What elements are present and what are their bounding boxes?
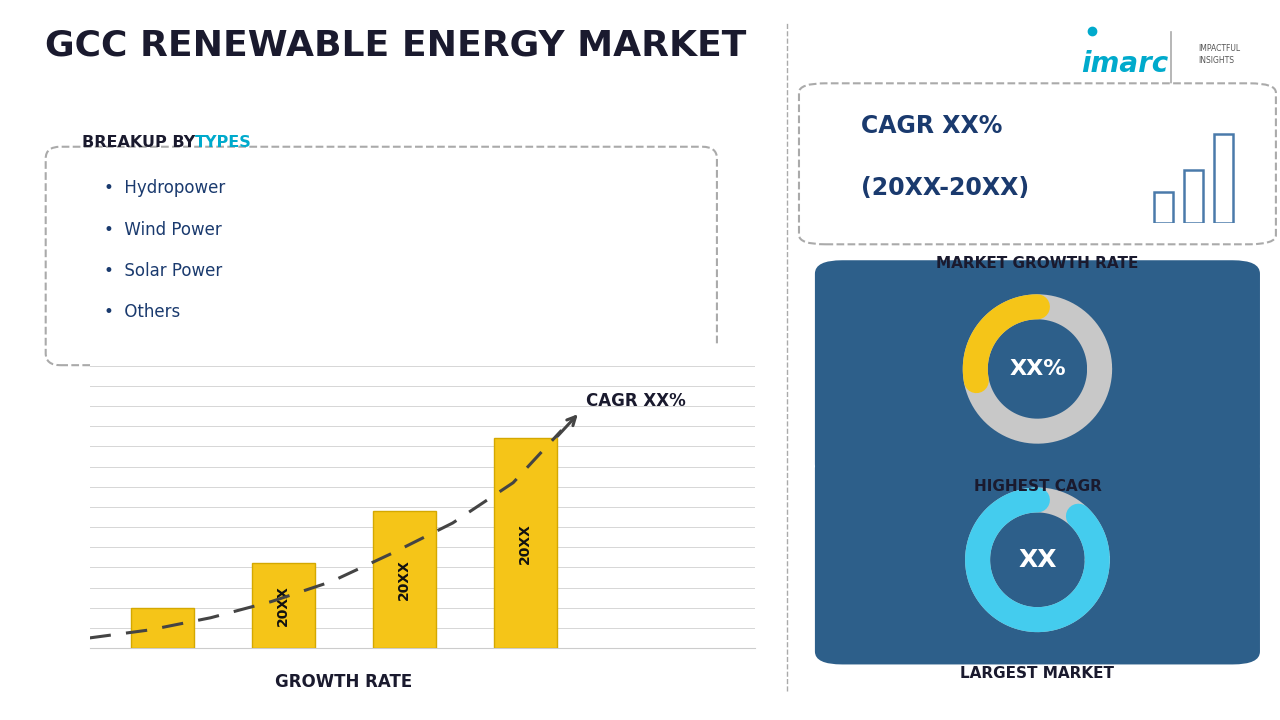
FancyBboxPatch shape (46, 147, 717, 365)
FancyBboxPatch shape (815, 455, 1260, 665)
Text: GCC RENEWABLE ENERGY MARKET: GCC RENEWABLE ENERGY MARKET (45, 29, 746, 63)
Bar (131, 608, 193, 648)
Bar (494, 438, 557, 648)
Bar (1153, 192, 1174, 223)
FancyBboxPatch shape (799, 84, 1276, 244)
Bar (1213, 134, 1234, 223)
Bar (1184, 170, 1203, 223)
Text: •  Wind Power: • Wind Power (104, 220, 221, 238)
Text: GROWTH RATE: GROWTH RATE (275, 673, 412, 691)
Text: (20XX-20XX): (20XX-20XX) (860, 176, 1029, 200)
Text: imarc: imarc (1082, 50, 1169, 78)
Text: MARKET GROWTH RATE: MARKET GROWTH RATE (936, 256, 1138, 271)
Text: CAGR XX%: CAGR XX% (860, 114, 1002, 138)
Text: •  Others: • Others (104, 303, 180, 321)
Text: BREAKUP BY: BREAKUP BY (82, 135, 201, 150)
Text: TYPES: TYPES (196, 135, 252, 150)
Bar (372, 511, 435, 648)
Text: IMPACTFUL
INSIGHTS: IMPACTFUL INSIGHTS (1198, 44, 1240, 65)
Text: XX: XX (1018, 548, 1057, 572)
Text: CAGR XX%: CAGR XX% (586, 392, 686, 410)
Text: LARGEST MARKET: LARGEST MARKET (960, 666, 1115, 681)
Text: 20XX: 20XX (276, 585, 291, 626)
Text: XX%: XX% (1009, 359, 1066, 379)
Text: •  Hydropower: • Hydropower (104, 179, 225, 197)
Text: •  Solar Power: • Solar Power (104, 262, 223, 280)
Text: 20XX: 20XX (518, 523, 532, 564)
Bar (252, 563, 315, 648)
FancyBboxPatch shape (815, 260, 1260, 478)
Text: HIGHEST CAGR: HIGHEST CAGR (974, 479, 1101, 494)
Text: 20XX: 20XX (397, 559, 411, 600)
